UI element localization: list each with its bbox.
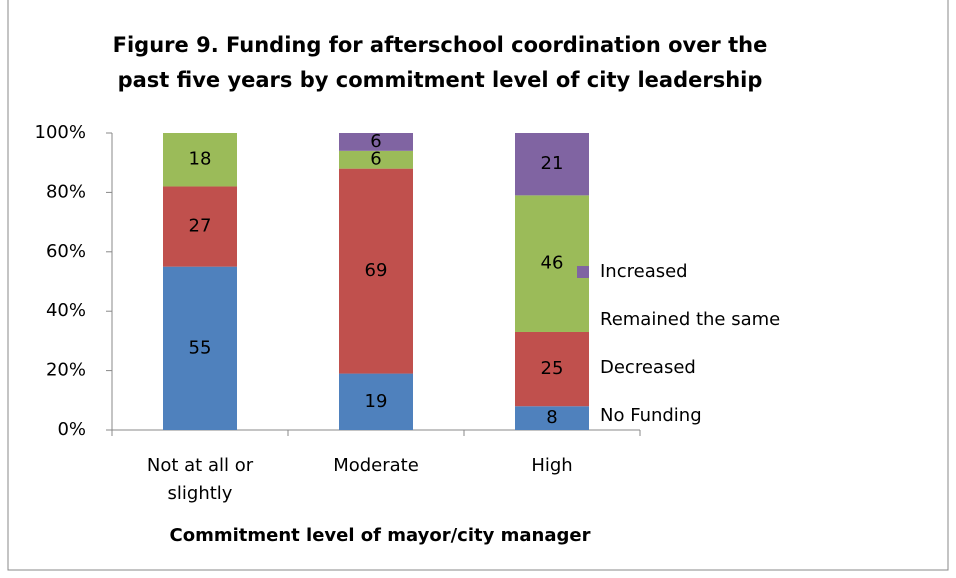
bar-segment bbox=[163, 133, 237, 187]
legend-swatch bbox=[577, 266, 589, 278]
data-label: 21 bbox=[541, 153, 564, 174]
y-tick-label: 40% bbox=[46, 300, 86, 321]
legend-swatch bbox=[577, 410, 589, 422]
data-label: 18 bbox=[189, 149, 212, 170]
y-tick-label: 0% bbox=[57, 419, 86, 440]
x-tick-label: Moderate bbox=[333, 455, 419, 476]
y-tick-label: 80% bbox=[46, 181, 86, 202]
y-tick-label: 20% bbox=[46, 360, 86, 381]
bar-segment bbox=[339, 373, 413, 430]
x-tick-label: Not at all or slightly bbox=[146, 455, 254, 504]
bar-segment bbox=[163, 186, 237, 267]
legend-label: Decreased bbox=[600, 357, 696, 378]
chart-title: Figure 9. Funding for afterschool coordi… bbox=[112, 33, 768, 92]
y-tick-label: 60% bbox=[46, 241, 86, 262]
bar-segment bbox=[339, 133, 413, 151]
bar-segment bbox=[515, 133, 589, 196]
bar-segment bbox=[339, 168, 413, 374]
data-label: 8 bbox=[546, 407, 557, 428]
x-axis-title: Commitment level of mayor/city manager bbox=[170, 525, 591, 546]
bar-segment bbox=[163, 266, 237, 430]
legend-label: Increased bbox=[600, 261, 688, 282]
data-label: 55 bbox=[189, 337, 212, 358]
data-label: 46 bbox=[541, 253, 564, 274]
data-label: 6 bbox=[370, 149, 381, 170]
bar-segment bbox=[515, 331, 589, 407]
bar-segment bbox=[339, 150, 413, 169]
data-label: 25 bbox=[541, 358, 564, 379]
x-tick-label: High bbox=[531, 455, 573, 476]
legend-label: No Funding bbox=[600, 405, 702, 426]
data-label: 19 bbox=[365, 391, 388, 412]
legend-swatch bbox=[577, 362, 589, 374]
chart-frame bbox=[7, 0, 949, 571]
y-tick-label: 100% bbox=[35, 122, 86, 143]
data-label: 27 bbox=[189, 216, 212, 237]
legend-swatch bbox=[577, 314, 589, 326]
bar-segment bbox=[515, 406, 589, 430]
data-label: 6 bbox=[370, 131, 381, 152]
data-label: 69 bbox=[365, 260, 388, 281]
bar-segment bbox=[515, 195, 589, 332]
legend-label: Remained the same bbox=[600, 309, 780, 330]
